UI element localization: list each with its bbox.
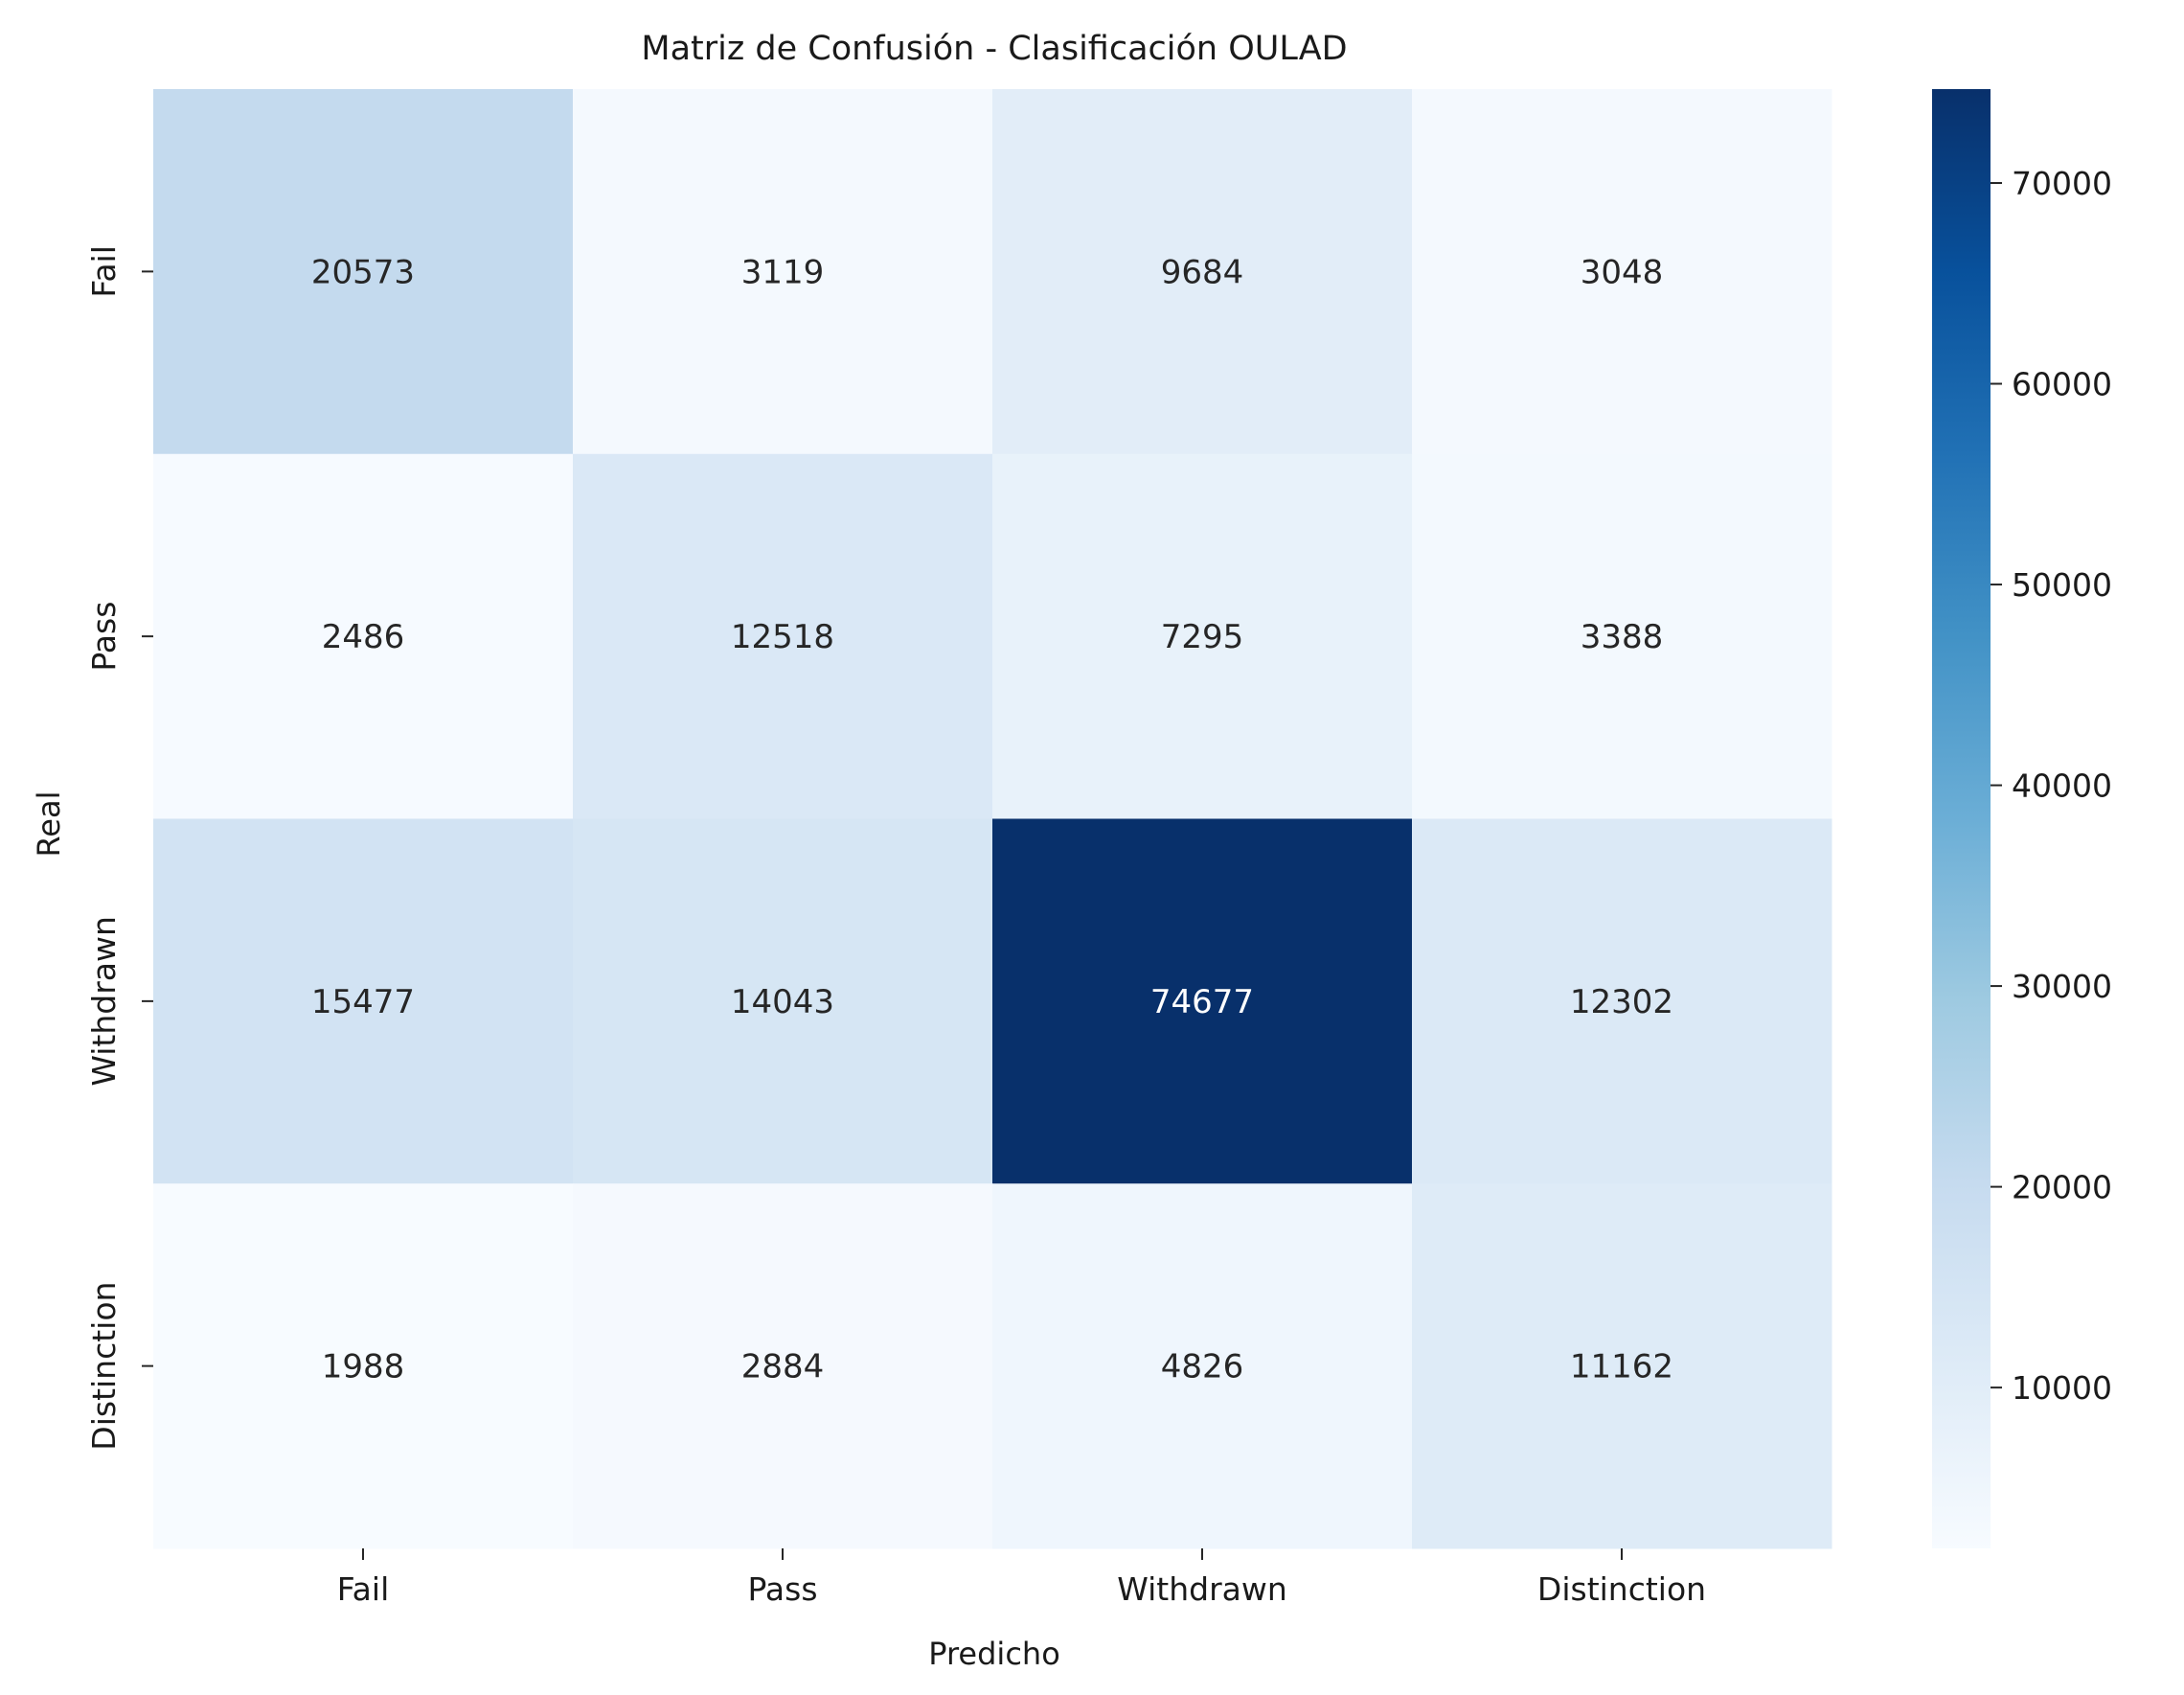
cell-value-label: 11162 (1570, 1348, 1673, 1386)
x-axis-label: Predicho (928, 1636, 1060, 1672)
x-axis: Fail Pass Withdrawn Distinction (337, 1548, 1706, 1608)
cell-value-label: 3388 (1581, 618, 1664, 656)
y-tick-label: Distinction (85, 1282, 123, 1451)
cell-pass-distinction (1412, 453, 1832, 819)
cell-distinction-withdrawn (992, 1183, 1413, 1549)
colorbar-gradient (1932, 89, 1991, 1548)
cell-value-label: 2486 (322, 618, 405, 656)
colorbar-tick-label: 30000 (2012, 968, 2112, 1005)
colorbar-tick-label: 60000 (2012, 366, 2112, 403)
cell-distinction-fail (153, 1183, 574, 1549)
heatmap-cells: 20573 3119 9684 3048 2486 12518 7295 3388 15477 1… (153, 89, 1832, 1549)
x-tick-label: Withdrawn (1117, 1570, 1287, 1608)
cell-distinction-distinction (1412, 1183, 1832, 1549)
cell-value-label: 3048 (1581, 253, 1664, 291)
cell-withdrawn-distinction (1412, 818, 1832, 1184)
x-tick-label: Distinction (1537, 1570, 1706, 1608)
cell-value-label: 4826 (1161, 1348, 1244, 1386)
cell-pass-fail (153, 453, 574, 819)
cell-value-label: 74677 (1150, 983, 1254, 1021)
colorbar-tick-label: 70000 (2012, 165, 2112, 202)
cell-value-label: 2884 (741, 1348, 825, 1386)
cell-distinction-pass (573, 1183, 993, 1549)
y-axis-label: Real (31, 791, 67, 858)
colorbar-tick-label: 20000 (2012, 1169, 2112, 1206)
colorbar-tick-label: 50000 (2012, 566, 2112, 604)
colorbar: 10000 20000 30000 40000 50000 60000 70000 (1932, 89, 2112, 1548)
colorbar-tick-label: 40000 (2012, 767, 2112, 805)
cell-value-label: 15477 (311, 983, 415, 1021)
cell-value-label: 3119 (741, 253, 825, 291)
cell-value-label: 14043 (731, 983, 834, 1021)
cell-value-label: 12518 (731, 618, 834, 656)
cell-withdrawn-pass (573, 818, 993, 1184)
cell-pass-withdrawn (992, 453, 1413, 819)
x-tick-label: Fail (337, 1570, 390, 1608)
cell-value-label: 9684 (1161, 253, 1244, 291)
cell-value-label: 20573 (311, 253, 415, 291)
y-tick-label: Withdrawn (85, 916, 123, 1087)
cell-fail-distinction (1412, 89, 1832, 455)
cell-fail-withdrawn (992, 89, 1413, 455)
cell-value-label: 1988 (322, 1348, 405, 1386)
cell-fail-pass (573, 89, 993, 455)
y-axis: Fail Pass Withdrawn Distinction (85, 245, 153, 1451)
colorbar-tick-label: 10000 (2012, 1369, 2112, 1407)
cell-withdrawn-withdrawn (992, 818, 1413, 1184)
cell-withdrawn-fail (153, 818, 574, 1184)
chart-title: Matriz de Confusión - Clasificación OULA… (641, 30, 1347, 68)
cell-value-label: 7295 (1161, 618, 1244, 656)
y-tick-label: Fail (85, 245, 123, 298)
cell-value-label: 12302 (1570, 983, 1673, 1021)
cell-pass-pass (573, 453, 993, 819)
x-tick-label: Pass (747, 1570, 817, 1608)
cell-fail-fail (153, 89, 574, 455)
y-tick-label: Pass (85, 602, 123, 672)
